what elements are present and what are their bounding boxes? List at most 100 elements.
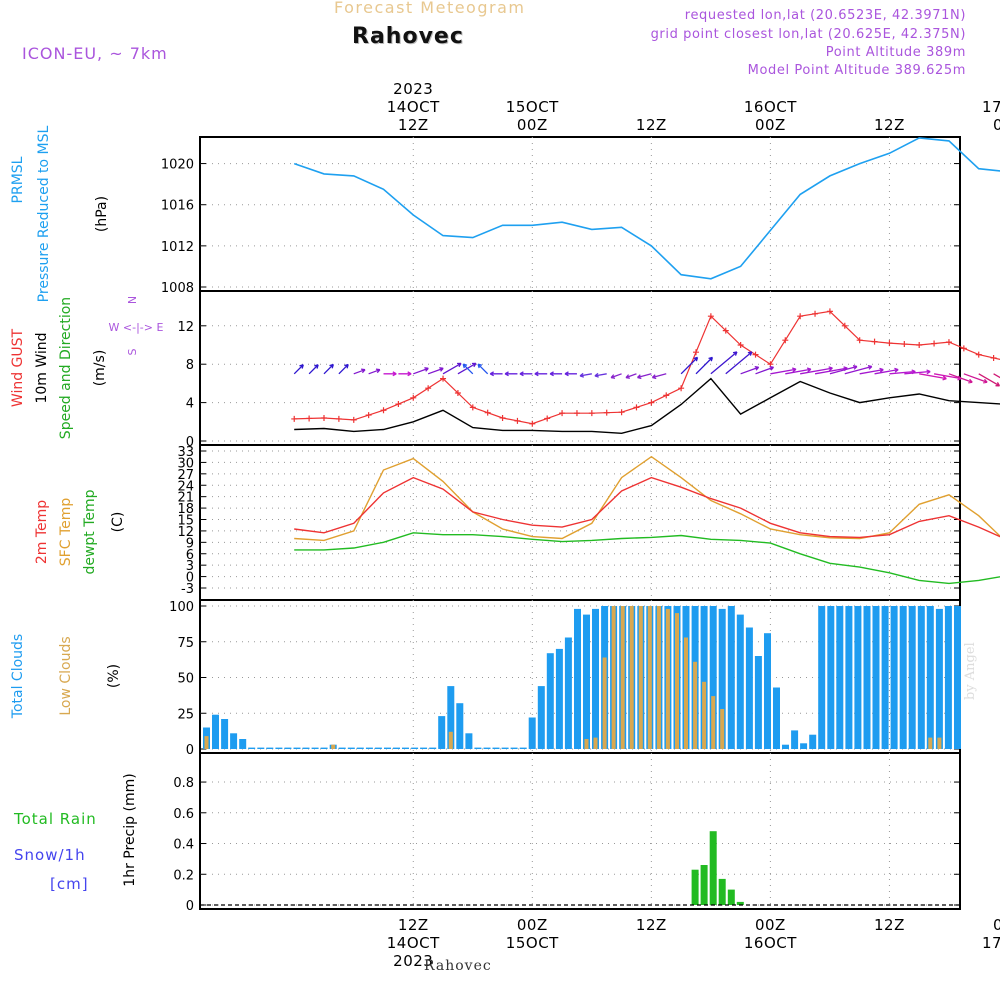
low-clouds-bar	[684, 637, 688, 749]
model-label: ICON-EU, ~ 7km	[22, 44, 168, 63]
y-tick-label: 3	[186, 559, 194, 574]
wind-direction-arrow	[413, 367, 429, 375]
total-clouds-bar	[764, 633, 771, 749]
gust-marker	[306, 415, 313, 422]
wind-direction-arrow	[549, 371, 563, 377]
rain-bar	[691, 869, 699, 905]
total-clouds-bar	[890, 606, 898, 749]
time-label-top: 12Z	[874, 116, 905, 134]
time-label-bottom: 14OCT	[387, 934, 440, 952]
wind-direction-arrow	[308, 364, 319, 375]
panel-frame	[199, 752, 961, 910]
footer-location: Rahovec	[424, 958, 492, 974]
rain-bar	[718, 878, 726, 905]
wind-direction-arrow	[740, 365, 760, 375]
credit-watermark: by Angel	[963, 642, 978, 700]
point-altitude: Point Altitude 389m	[825, 45, 966, 60]
total-rain-label: Total Rain	[13, 810, 97, 828]
gust-marker	[871, 338, 878, 345]
low-clouds-bar	[584, 739, 589, 749]
gust-marker	[335, 415, 342, 422]
gust-marker	[350, 416, 357, 423]
dewpt-temp-label: dewpt Temp	[82, 489, 98, 574]
gust-marker	[499, 414, 506, 421]
total-clouds-bar	[447, 686, 455, 749]
time-label-bottom: 15OCT	[506, 934, 559, 952]
total-clouds-bar	[221, 719, 229, 749]
total-clouds-bar	[302, 747, 310, 749]
low-clouds-bar	[720, 709, 725, 749]
wind-direction-arrow	[695, 356, 714, 375]
gust-marker	[291, 415, 298, 422]
low-clouds-bar	[331, 744, 336, 749]
time-label-bottom: 12Z	[636, 916, 667, 934]
total-clouds-bar	[564, 637, 572, 749]
gust-marker	[588, 410, 595, 417]
gust-marker	[856, 337, 863, 344]
gust-marker	[960, 345, 967, 352]
gust-marker	[752, 351, 759, 358]
time-label-top: 00Z	[755, 116, 786, 134]
requested-coords: requested lon,lat (20.6523E, 42.3971N)	[684, 8, 966, 23]
gust-marker	[916, 342, 923, 348]
model-altitude: Model Point Altitude 389.625m	[747, 63, 966, 78]
total-clouds-bar	[872, 606, 880, 749]
time-label-top: 00Z	[517, 116, 548, 134]
low-clouds-bar	[638, 606, 643, 749]
gust-marker	[380, 407, 387, 414]
total-clouds-bar	[954, 606, 961, 749]
wind-direction-arrow	[594, 372, 607, 378]
panel-clouds: 0 25 50 75 100	[169, 599, 961, 758]
total-clouds-bar	[845, 606, 853, 749]
total-clouds-bar	[429, 747, 437, 749]
gust-marker	[990, 354, 997, 361]
total-clouds-bar	[528, 717, 536, 749]
total-clouds-bar	[818, 606, 826, 749]
total-clouds-bar	[320, 747, 328, 749]
total-clouds-bar	[899, 606, 907, 749]
y-tick-label: 100	[169, 600, 194, 615]
y-tick-label: 8	[186, 358, 194, 373]
total-clouds-bar	[465, 733, 473, 749]
chart-subtitle: Forecast Meteogram	[334, 0, 526, 17]
wind-direction-arrow	[963, 373, 988, 384]
y-tick-label: 0	[186, 743, 194, 758]
y-tick-label: 9	[186, 536, 194, 551]
y-tick-label: 0	[186, 571, 194, 586]
compass-north: N	[126, 296, 139, 304]
y-tick-label: 1012	[161, 240, 194, 255]
y-tick-label: 0	[186, 899, 194, 914]
gust-marker	[454, 390, 461, 396]
wind-direction-arrow	[904, 369, 931, 375]
gust-marker	[633, 404, 640, 411]
total-clouds-bar	[908, 606, 916, 749]
total-clouds-bar	[492, 747, 500, 749]
low-clouds-bar	[611, 606, 616, 749]
wind-direction-arrow	[978, 373, 1000, 387]
temp-2m-line	[294, 476, 1000, 539]
time-label-bottom: 00Z	[755, 916, 786, 934]
time-label-bottom: 12Z	[398, 916, 429, 934]
y-tick-label: 21	[177, 491, 194, 506]
wind-direction-arrow	[651, 373, 667, 380]
total-clouds-bar	[836, 606, 844, 749]
total-clouds-bar	[347, 747, 355, 749]
total-clouds-bar	[501, 747, 509, 749]
low-clouds-bar	[620, 606, 625, 749]
y-tick-label: 50	[177, 672, 194, 687]
low-clouds-bar	[693, 661, 698, 749]
temp-unit-label: (C)	[110, 512, 126, 533]
wind-direction-arrow	[489, 371, 503, 377]
panel-frame	[199, 136, 961, 292]
wind-direction-arrow	[323, 363, 334, 375]
y-tick-label: -3	[181, 582, 194, 597]
rain-bar	[727, 889, 735, 905]
total-clouds-bar	[537, 686, 545, 749]
total-clouds-bar	[474, 747, 482, 749]
precip-unit-label: 1hr Precip (mm)	[122, 773, 138, 886]
pressure-line	[293, 137, 1000, 280]
total-clouds-bar	[745, 627, 753, 749]
y-tick-label: 15	[177, 514, 194, 529]
gust-marker	[618, 409, 625, 416]
wind-direction-arrow	[338, 363, 349, 375]
